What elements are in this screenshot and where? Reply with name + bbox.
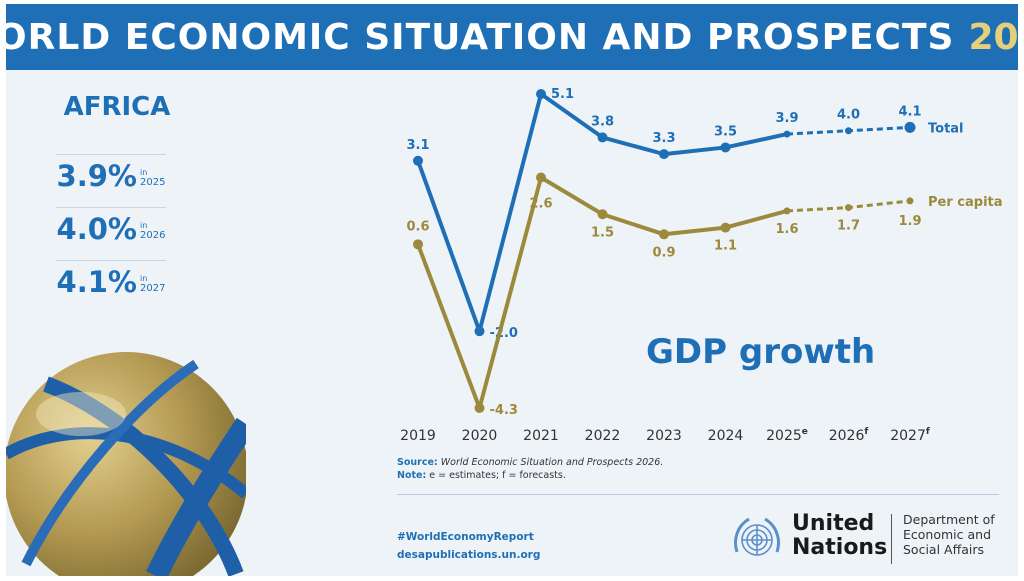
- data-point: [720, 142, 731, 153]
- x-tick-label: 2019: [400, 428, 436, 444]
- data-label: 4.0: [837, 108, 860, 123]
- infographic: WORLD ECONOMIC SITUATION AND PROSPECTS 2…: [6, 4, 1018, 576]
- note-label: Note:: [397, 470, 427, 481]
- hashtag-link[interactable]: #WorldEconomyReport: [397, 531, 534, 543]
- x-tick-label: 2022: [585, 428, 621, 444]
- data-label: -2.0: [490, 326, 518, 341]
- data-label: 3.9: [775, 111, 798, 126]
- x-tick-label: 2026f: [829, 427, 869, 444]
- data-point: [659, 149, 669, 160]
- x-tick-label: 2024: [708, 428, 744, 444]
- data-label: 3.8: [591, 114, 614, 129]
- source-note: Source: World Economic Situation and Pro…: [397, 456, 663, 482]
- data-point: [536, 172, 546, 183]
- data-point: [783, 130, 791, 138]
- data-label: 0.6: [406, 219, 429, 234]
- chart-title: GDP growth: [646, 332, 876, 372]
- data-point: [474, 403, 485, 413]
- data-point: [597, 209, 608, 220]
- data-point: [413, 239, 423, 250]
- data-label: 3.1: [406, 138, 429, 153]
- region-label: AFRICA: [63, 92, 171, 122]
- x-tick-label: 2025e: [766, 427, 808, 444]
- data-label: 1.6: [775, 222, 798, 237]
- banner: WORLD ECONOMIC SITUATION AND PROSPECTS 2…: [6, 4, 1018, 70]
- stat-year: 2027: [139, 283, 166, 294]
- un-emblem-icon: [734, 517, 780, 556]
- data-point: [413, 155, 423, 166]
- data-label: 1.5: [591, 225, 614, 240]
- data-point: [783, 207, 791, 215]
- banner-year: 2026: [968, 16, 1018, 58]
- data-point: [474, 326, 485, 337]
- data-label: 3.5: [714, 124, 737, 139]
- data-label: 2.6: [529, 197, 552, 212]
- note-text: e = estimates; f = forecasts.: [429, 470, 566, 481]
- data-point: [659, 229, 669, 240]
- data-point: [845, 204, 852, 212]
- source-text: World Economic Situation and Prospects 2…: [440, 457, 664, 468]
- data-point: [720, 222, 731, 233]
- desa-name: Department of Economic and Social Affair…: [903, 512, 995, 557]
- stat-year: 2025: [139, 177, 166, 188]
- x-tick-label: 2023: [646, 428, 682, 444]
- stat-value: 4.0%: [56, 212, 137, 246]
- series-name-label: Per capita: [928, 195, 1003, 210]
- stat-2027: 4.1% in 2027: [56, 260, 166, 303]
- stat-in-word: in: [139, 168, 148, 177]
- data-point: [845, 127, 852, 135]
- data-point: [536, 89, 546, 99]
- stat-year: 2026: [139, 230, 166, 241]
- stat-in-word: in: [139, 274, 148, 283]
- banner-title: WORLD ECONOMIC SITUATION AND PROSPECTS: [6, 16, 955, 58]
- data-label: 1.1: [714, 239, 737, 254]
- data-label: 4.1: [898, 104, 921, 119]
- x-tick-label: 2027f: [890, 427, 930, 444]
- globe-graphic: [6, 352, 246, 576]
- x-tick-label: 2020: [462, 428, 498, 444]
- website-link[interactable]: desapublications.un.org: [397, 549, 541, 561]
- footer-links: #WorldEconomyReport desapublications.un.…: [397, 528, 540, 564]
- un-name: United Nations: [792, 511, 888, 560]
- x-tick-label: 2021: [523, 428, 559, 444]
- stat-2026: 4.0% in 2026: [56, 207, 166, 250]
- stat-value: 3.9%: [56, 159, 137, 193]
- gdp-line-chart: 3.1 -2.0 5.1 3.8 3.3 3.5 3.9 4.0 4.1 Total 0.6 -4.3…: [400, 87, 1003, 444]
- data-label: 3.3: [652, 131, 675, 146]
- series-name-label: Total: [928, 121, 964, 136]
- data-label: -4.3: [490, 403, 518, 418]
- data-point: [904, 121, 916, 133]
- data-point: [906, 197, 914, 205]
- data-label: 1.7: [837, 219, 860, 234]
- stat-in-word: in: [139, 221, 148, 230]
- logo-divider: [891, 514, 892, 564]
- stat-value: 4.1%: [56, 265, 137, 299]
- data-label: 1.9: [898, 214, 921, 229]
- footer-divider: [397, 494, 999, 495]
- data-label: 0.9: [652, 245, 675, 260]
- stat-2025: 3.9% in 2025: [56, 154, 166, 197]
- source-label: Source:: [397, 457, 438, 468]
- data-point: [597, 132, 608, 143]
- data-label: 5.1: [551, 87, 574, 102]
